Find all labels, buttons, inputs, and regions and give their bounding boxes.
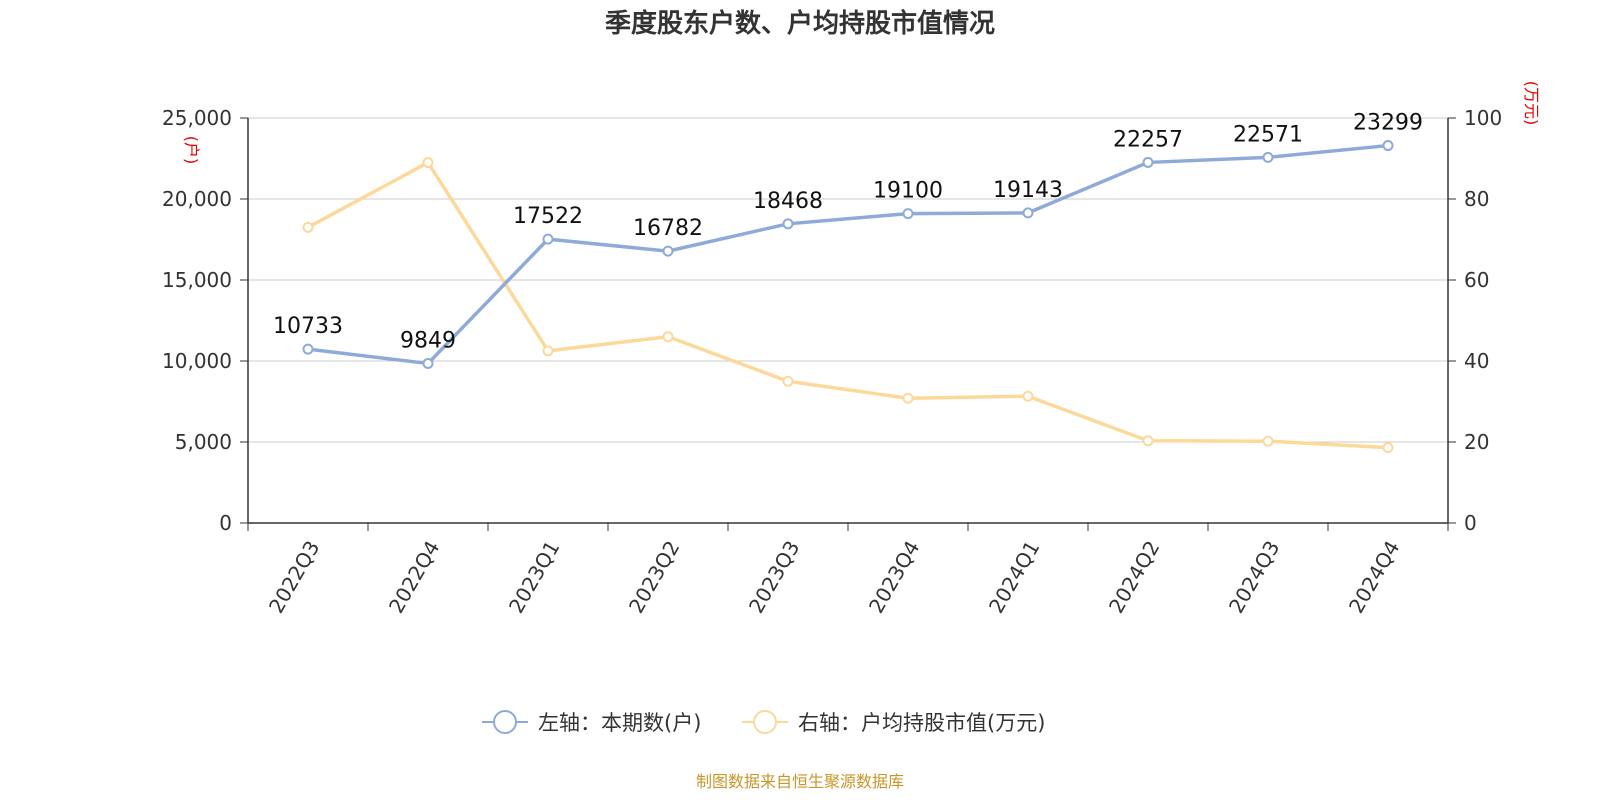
series-point-avg-value — [1022, 390, 1034, 402]
left-axis-tick-label: 10,000 — [162, 349, 232, 373]
series-line-avg-value — [306, 160, 1390, 450]
right-axis-unit: (万元) — [1522, 81, 1541, 126]
left-axis-tick-label: 0 — [219, 511, 232, 535]
data-label: 18468 — [753, 189, 823, 214]
data-label: 19143 — [993, 178, 1063, 203]
left-axis-tick-label: 20,000 — [162, 187, 232, 211]
x-axis-tick-label: 2024Q4 — [1344, 537, 1404, 618]
left-axis-tick-label: 5,000 — [175, 430, 232, 454]
series-point-avg-value — [302, 221, 314, 233]
series-point-avg-value — [542, 345, 554, 357]
series-point-avg-value — [662, 331, 674, 343]
series-point-holders — [302, 343, 314, 355]
x-axis-tick-label: 2023Q1 — [504, 537, 564, 618]
legend-label: 左轴：本期数(户) — [538, 711, 701, 735]
legend-label: 右轴：户均持股市值(万元) — [798, 711, 1045, 735]
x-axis-tick-label: 2023Q3 — [744, 537, 804, 618]
data-label: 9849 — [400, 328, 456, 353]
data-label: 10733 — [273, 314, 343, 339]
series-point-holders — [1142, 156, 1154, 168]
series-point-holders — [902, 208, 914, 220]
series-layer: 10733 9849 17522 16782 18468 19100 19143 22257 2… — [273, 111, 1423, 454]
series-point-holders — [662, 245, 674, 257]
right-axis-tick-label: 0 — [1464, 511, 1477, 535]
series-point-avg-value — [1142, 435, 1154, 447]
series-point-avg-value — [1262, 435, 1274, 447]
x-axis-tick-label: 2024Q1 — [984, 537, 1044, 618]
data-label: 16782 — [633, 216, 703, 241]
legend: 左轴：本期数(户) 右轴：户均持股市值(万元) — [482, 710, 1045, 735]
chart-title: 季度股东户数、户均持股市值情况 — [605, 8, 995, 39]
right-axis-tick-label: 60 — [1464, 268, 1489, 292]
data-label: 19100 — [873, 179, 943, 204]
series-point-avg-value — [1382, 442, 1394, 454]
right-axis-tick-label: 40 — [1464, 349, 1489, 373]
left-axis-tick-label: 15,000 — [162, 268, 232, 292]
right-axis-tick-label: 100 — [1464, 106, 1502, 130]
series-line-holders — [306, 143, 1390, 366]
series-point-holders — [1382, 140, 1394, 152]
data-label: 17522 — [513, 204, 583, 229]
series-point-avg-value — [902, 392, 914, 404]
x-axis-tick-label: 2023Q4 — [864, 537, 924, 618]
series-point-holders — [1022, 207, 1034, 219]
series-point-avg-value — [782, 375, 794, 387]
axes: 0 0 5,000 20 10,000 40 15,000 60 20,000 80 25,000 1… — [162, 106, 1502, 617]
legend-marker-icon — [753, 710, 777, 734]
source-footer: 制图数据来自恒生聚源数据库 — [696, 772, 904, 791]
x-axis-tick-label: 2024Q2 — [1104, 537, 1164, 618]
series-point-avg-value — [422, 157, 434, 169]
series-point-holders — [422, 357, 434, 369]
data-label: 23299 — [1353, 111, 1423, 136]
series-point-holders — [782, 218, 794, 230]
x-axis-tick-label: 2022Q4 — [384, 537, 444, 618]
left-axis-unit: (户) — [182, 136, 201, 165]
series-point-holders — [542, 233, 554, 245]
data-label: 22257 — [1113, 127, 1183, 152]
series-point-holders — [1262, 151, 1274, 163]
left-axis-tick-label: 25,000 — [162, 106, 232, 130]
data-label: 22571 — [1233, 122, 1303, 147]
x-axis-tick-label: 2023Q2 — [624, 537, 684, 618]
x-axis-tick-label: 2024Q3 — [1224, 537, 1284, 618]
legend-marker-icon — [493, 710, 517, 734]
x-axis-tick-label: 2022Q3 — [264, 537, 324, 618]
right-axis-tick-label: 80 — [1464, 187, 1489, 211]
right-axis-tick-label: 20 — [1464, 430, 1489, 454]
